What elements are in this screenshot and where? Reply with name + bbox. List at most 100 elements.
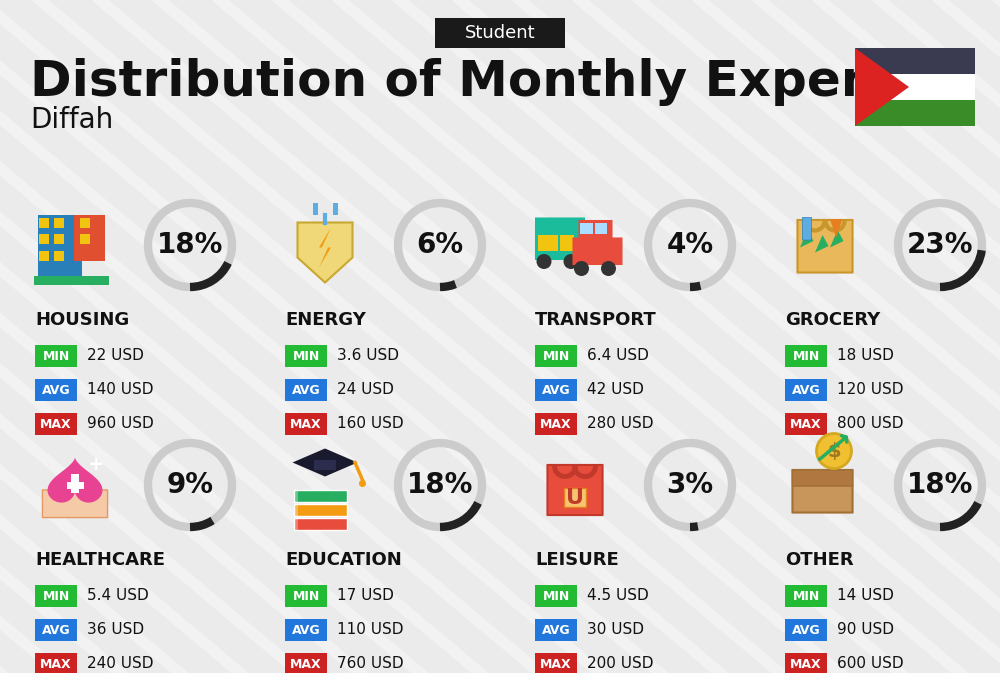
Text: MIN: MIN xyxy=(792,349,820,363)
FancyBboxPatch shape xyxy=(538,235,558,251)
Text: Distribution of Monthly Expenses: Distribution of Monthly Expenses xyxy=(30,58,970,106)
Text: HOUSING: HOUSING xyxy=(35,311,129,329)
Text: OTHER: OTHER xyxy=(785,551,854,569)
FancyBboxPatch shape xyxy=(785,379,827,401)
Circle shape xyxy=(816,433,852,468)
Text: 160 USD: 160 USD xyxy=(337,417,404,431)
FancyBboxPatch shape xyxy=(792,470,853,486)
FancyBboxPatch shape xyxy=(594,223,607,234)
FancyBboxPatch shape xyxy=(312,203,318,215)
Text: $: $ xyxy=(827,441,841,460)
Polygon shape xyxy=(48,458,102,503)
FancyBboxPatch shape xyxy=(797,220,853,273)
Text: 18%: 18% xyxy=(157,231,223,259)
FancyBboxPatch shape xyxy=(35,653,77,673)
Text: 800 USD: 800 USD xyxy=(837,417,904,431)
FancyBboxPatch shape xyxy=(34,276,109,285)
Text: 110 USD: 110 USD xyxy=(337,623,404,637)
FancyBboxPatch shape xyxy=(294,518,347,530)
FancyBboxPatch shape xyxy=(35,379,77,401)
Text: +: + xyxy=(88,454,104,474)
Text: 4%: 4% xyxy=(666,231,714,259)
FancyBboxPatch shape xyxy=(66,481,84,489)
Text: 280 USD: 280 USD xyxy=(587,417,654,431)
Text: MAX: MAX xyxy=(540,658,572,670)
FancyBboxPatch shape xyxy=(54,234,64,244)
Polygon shape xyxy=(830,219,842,238)
Text: AVG: AVG xyxy=(292,384,320,396)
Text: 6%: 6% xyxy=(416,231,464,259)
FancyBboxPatch shape xyxy=(285,379,327,401)
FancyBboxPatch shape xyxy=(535,379,577,401)
Text: 42 USD: 42 USD xyxy=(587,382,644,398)
FancyBboxPatch shape xyxy=(535,619,577,641)
Text: MAX: MAX xyxy=(290,658,322,670)
Text: Student: Student xyxy=(465,24,535,42)
FancyBboxPatch shape xyxy=(855,48,975,74)
Text: 140 USD: 140 USD xyxy=(87,382,154,398)
FancyBboxPatch shape xyxy=(71,474,79,493)
Text: MAX: MAX xyxy=(40,417,72,431)
Text: 760 USD: 760 USD xyxy=(337,656,404,672)
Circle shape xyxy=(601,261,616,276)
FancyBboxPatch shape xyxy=(535,345,577,367)
FancyBboxPatch shape xyxy=(35,619,77,641)
Polygon shape xyxy=(298,223,352,283)
FancyBboxPatch shape xyxy=(285,585,327,607)
Polygon shape xyxy=(855,48,909,126)
Text: AVG: AVG xyxy=(292,623,320,637)
FancyBboxPatch shape xyxy=(285,619,327,641)
FancyBboxPatch shape xyxy=(332,203,338,215)
Polygon shape xyxy=(319,227,331,267)
FancyBboxPatch shape xyxy=(785,585,827,607)
Text: MAX: MAX xyxy=(790,658,822,670)
Text: 5.4 USD: 5.4 USD xyxy=(87,588,149,604)
FancyBboxPatch shape xyxy=(314,460,336,470)
FancyBboxPatch shape xyxy=(435,18,565,48)
FancyBboxPatch shape xyxy=(294,518,298,530)
Text: AVG: AVG xyxy=(542,384,570,396)
FancyBboxPatch shape xyxy=(74,215,105,261)
Text: AVG: AVG xyxy=(42,623,70,637)
Text: 17 USD: 17 USD xyxy=(337,588,394,604)
FancyBboxPatch shape xyxy=(294,489,298,502)
FancyBboxPatch shape xyxy=(35,585,77,607)
FancyBboxPatch shape xyxy=(285,413,327,435)
Text: 22 USD: 22 USD xyxy=(87,349,144,363)
Text: MAX: MAX xyxy=(40,658,72,670)
Text: 3%: 3% xyxy=(666,471,714,499)
FancyBboxPatch shape xyxy=(42,490,108,518)
FancyBboxPatch shape xyxy=(785,345,827,367)
FancyBboxPatch shape xyxy=(535,653,577,673)
Polygon shape xyxy=(292,448,358,476)
Text: 18 USD: 18 USD xyxy=(837,349,894,363)
Text: U: U xyxy=(566,488,584,508)
FancyBboxPatch shape xyxy=(572,238,623,265)
Text: EDUCATION: EDUCATION xyxy=(285,551,402,569)
Text: ENERGY: ENERGY xyxy=(285,311,366,329)
Text: 240 USD: 240 USD xyxy=(87,656,154,672)
Text: 200 USD: 200 USD xyxy=(587,656,654,672)
FancyBboxPatch shape xyxy=(578,220,613,239)
Text: MIN: MIN xyxy=(542,590,570,602)
Circle shape xyxy=(564,254,578,269)
Text: 600 USD: 600 USD xyxy=(837,656,904,672)
Text: 14 USD: 14 USD xyxy=(837,588,894,604)
Text: GROCERY: GROCERY xyxy=(785,311,880,329)
FancyBboxPatch shape xyxy=(54,251,64,261)
Polygon shape xyxy=(815,235,828,252)
FancyBboxPatch shape xyxy=(535,217,585,260)
FancyBboxPatch shape xyxy=(80,234,90,244)
FancyBboxPatch shape xyxy=(535,585,577,607)
Text: 24 USD: 24 USD xyxy=(337,382,394,398)
Text: MIN: MIN xyxy=(542,349,570,363)
FancyBboxPatch shape xyxy=(785,619,827,641)
Text: MIN: MIN xyxy=(42,349,70,363)
Circle shape xyxy=(359,480,366,487)
Circle shape xyxy=(574,261,589,276)
Circle shape xyxy=(536,254,552,269)
Text: MAX: MAX xyxy=(790,417,822,431)
FancyBboxPatch shape xyxy=(38,215,82,277)
Text: 36 USD: 36 USD xyxy=(87,623,144,637)
Text: AVG: AVG xyxy=(542,623,570,637)
